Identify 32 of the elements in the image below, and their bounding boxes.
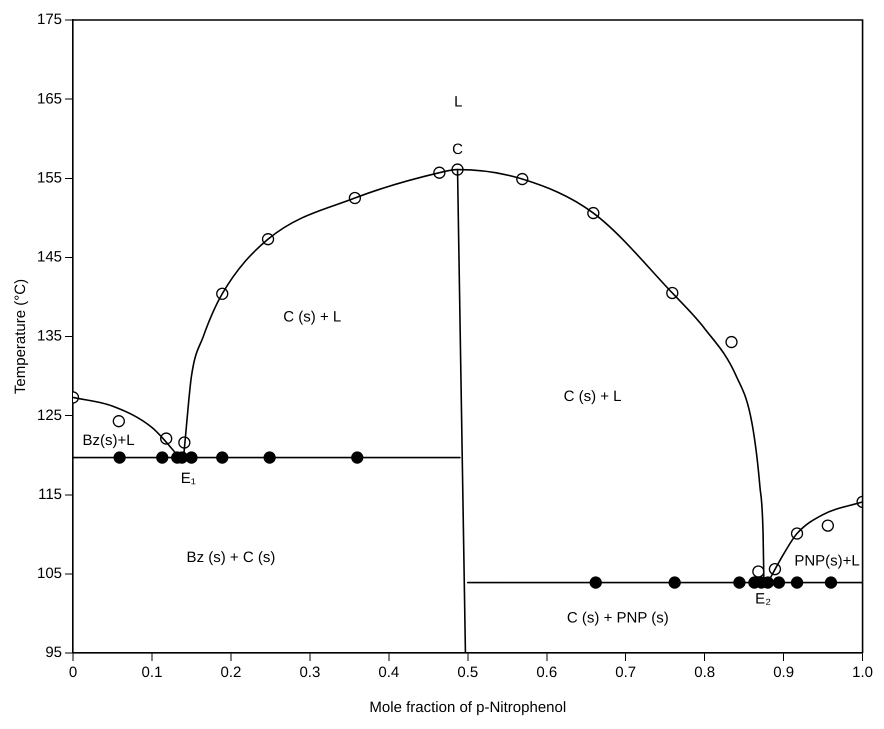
annotation: E₂ [755,590,772,608]
annotation: L [454,93,462,110]
annotation: C [452,140,464,158]
x-tick-label: 0 [68,664,78,682]
annotation: C (s) + L [283,308,342,326]
x-tick-label: 0.3 [299,664,320,682]
annotation: Bz (s) + C (s) [186,549,276,566]
x-tick-label: 0.1 [142,664,162,682]
x-tick-label: 0.9 [773,664,794,682]
y-tick-label: 155 [36,169,62,186]
y-tick-label: 175 [36,11,62,28]
x-axis-title: Mole fraction of p-Nitrophenol [369,699,566,716]
annotation: C (s) + PNP (s) [566,609,669,626]
x-tick-label: 0.5 [457,664,478,682]
annotation: E₁ [180,470,196,488]
x-tick-label: 1.0 [852,664,874,682]
y-tick-label: 165 [36,90,62,108]
y-tick-label: 125 [36,406,62,424]
y-tick-label: 95 [45,644,62,662]
y-tick-label: 145 [36,248,62,266]
x-tick-label: 0.2 [220,664,242,682]
x-tick-label: 0.4 [378,664,400,682]
annotation: PNP(s)+L [794,552,860,570]
x-tick-label: 0.8 [694,664,716,682]
y-tick-label: 115 [38,486,62,503]
annotation: Bz(s)+L [82,432,135,450]
y-tick-label: 105 [36,565,62,582]
y-axis-title: Temperature (°C) [12,278,30,394]
y-tick-label: 135 [36,328,62,345]
x-tick-label: 0.6 [536,664,558,682]
x-tick-label: 0.7 [615,664,636,682]
annotation: C (s) + L [564,388,622,405]
